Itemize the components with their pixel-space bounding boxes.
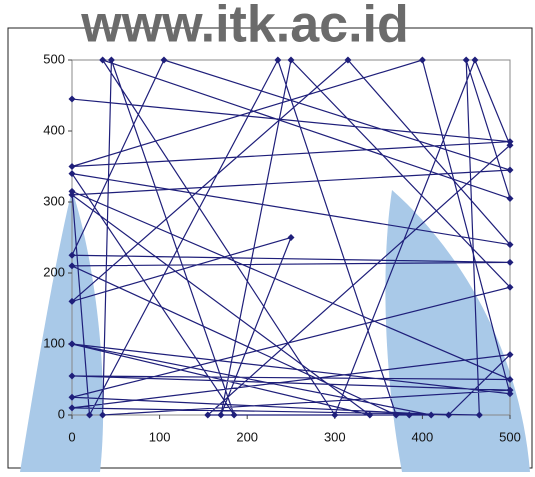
data-point [69,170,76,177]
x-tick-label: 100 [149,429,171,444]
x-tick-label: 400 [412,429,434,444]
data-point [274,57,281,64]
x-tick-label: 300 [324,429,346,444]
y-tick-label: 0 [58,406,65,421]
y-tick-label: 100 [43,335,65,350]
data-point [69,188,76,195]
data-point [507,167,514,174]
data-point [463,57,470,64]
data-point [69,163,76,170]
data-point [69,96,76,103]
watermark: www.itk.ac.id [80,0,409,54]
x-tick-label: 500 [499,429,521,444]
data-point [471,57,478,64]
x-tick-label: 0 [68,429,75,444]
y-tick-label: 500 [43,51,65,66]
data-point [507,259,514,266]
data-point [288,234,295,241]
data-point [231,412,238,419]
decoration [20,190,103,472]
chart: www.itk.ac.id 0 100 200 300 400 500 0 100 200 300… [0,0,535,472]
data-point [419,57,426,64]
data-point [507,195,514,202]
y-tick-label: 400 [43,122,65,137]
data-point [217,412,224,419]
y-tick-label: 300 [43,193,65,208]
data-point [99,57,106,64]
x-tick-label: 200 [236,429,258,444]
data-point [160,57,167,64]
y-tick-label: 200 [43,264,65,279]
